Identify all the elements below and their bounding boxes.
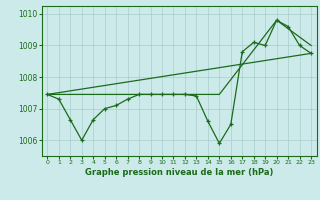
X-axis label: Graphe pression niveau de la mer (hPa): Graphe pression niveau de la mer (hPa): [85, 168, 273, 177]
